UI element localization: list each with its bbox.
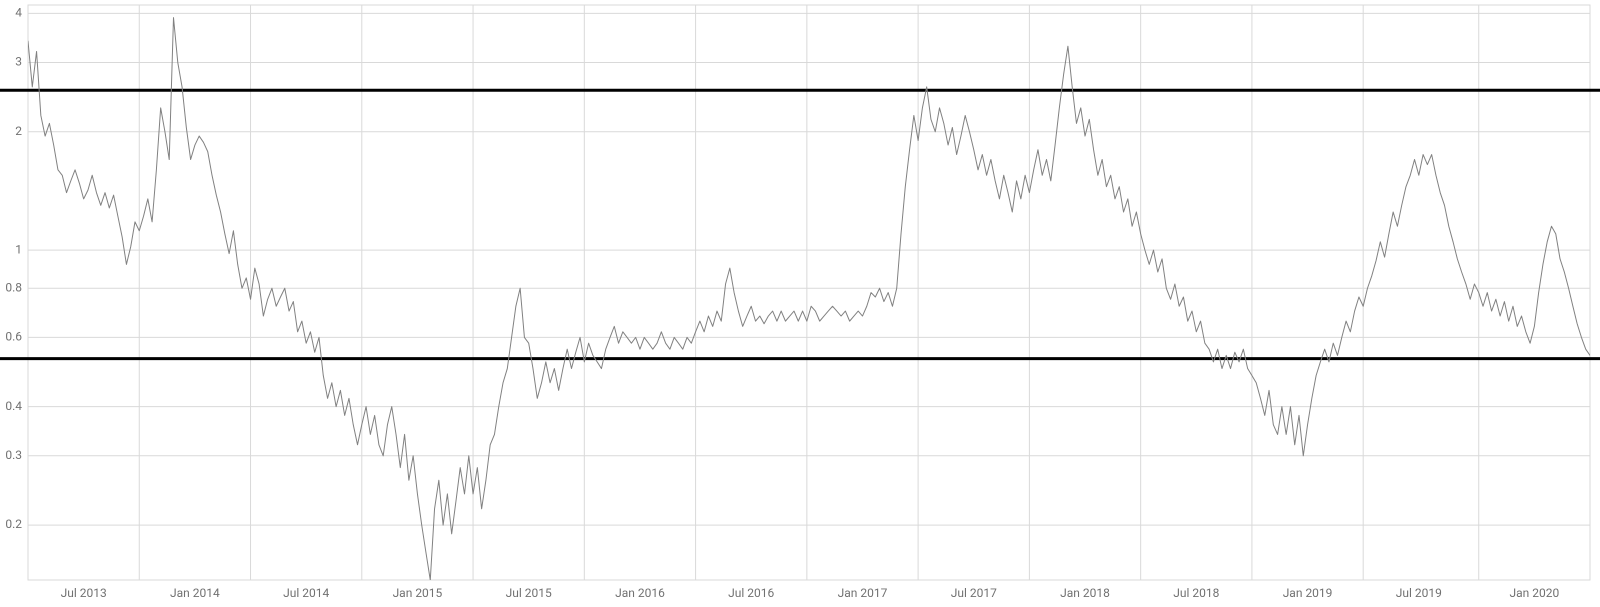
- x-tick-label: Jul 2018: [1173, 586, 1219, 600]
- x-tick-label: Jul 2016: [728, 586, 774, 600]
- y-tick-label: 0.8: [5, 280, 22, 294]
- x-tick-label: Jan 2014: [170, 586, 220, 600]
- x-tick-label: Jan 2016: [615, 586, 665, 600]
- y-tick-label: 0.3: [5, 448, 22, 462]
- y-tick-label: 0.2: [5, 517, 22, 531]
- x-tick-label: Jan 2017: [838, 586, 888, 600]
- x-tick-label: Jan 2018: [1060, 586, 1110, 600]
- x-tick-label: Jul 2015: [506, 586, 552, 600]
- y-tick-label: 4: [15, 6, 22, 20]
- x-tick-label: Jul 2017: [951, 586, 997, 600]
- x-tick-label: Jul 2013: [61, 586, 107, 600]
- y-tick-label: 3: [15, 55, 22, 69]
- x-tick-label: Jan 2015: [393, 586, 443, 600]
- y-tick-label: 0.4: [5, 399, 22, 413]
- x-tick-label: Jul 2019: [1396, 586, 1442, 600]
- x-tick-label: Jul 2014: [283, 586, 329, 600]
- timeseries-chart: 0.20.30.40.60.81234Jul 2013Jan 2014Jul 2…: [0, 0, 1600, 607]
- y-tick-label: 2: [15, 124, 22, 138]
- y-tick-label: 0.6: [5, 330, 22, 344]
- x-tick-label: Jan 2020: [1509, 586, 1559, 600]
- x-tick-label: Jan 2019: [1283, 586, 1333, 600]
- series-line: [28, 18, 1590, 580]
- x-axis: Jul 2013 Jan 2014 Jul 2014 Jan 2015 Jul 2015…: [61, 586, 1560, 600]
- y-tick-label: 1: [15, 242, 22, 256]
